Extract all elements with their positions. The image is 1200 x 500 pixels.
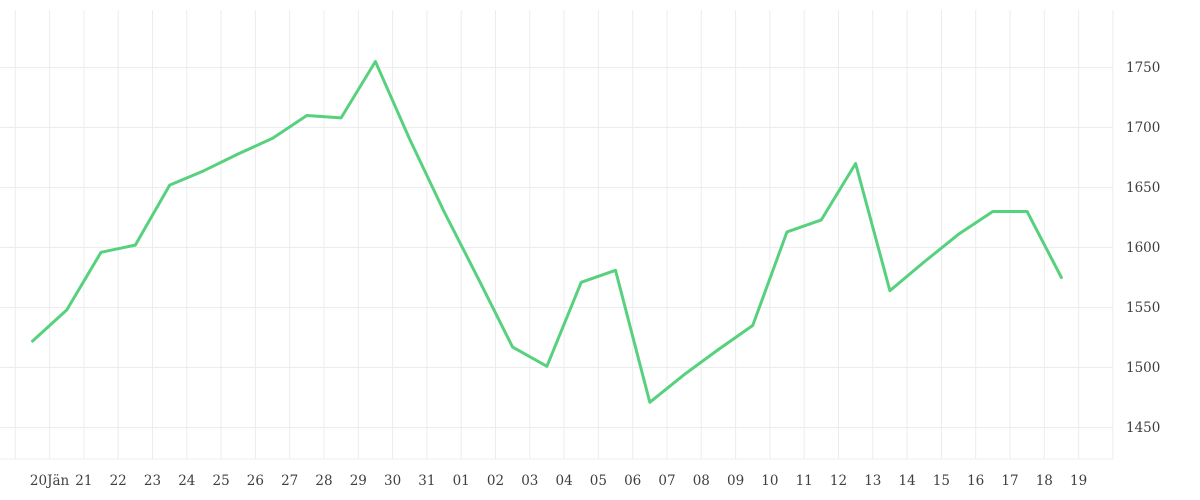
y-tick-label: 1650	[1126, 180, 1160, 196]
x-tick-label: 24	[178, 473, 195, 489]
series-line-price	[31, 60, 1063, 404]
x-tick-label: 03	[521, 473, 538, 489]
x-tick-label: 21	[75, 473, 92, 489]
x-tick-label: 23	[144, 473, 161, 489]
x-tick-label: 14	[899, 473, 916, 489]
x-tick-label: 10	[761, 473, 778, 489]
x-tick-label: 31	[418, 473, 435, 489]
price-series	[31, 60, 1063, 404]
x-tick-label: 28	[315, 473, 332, 489]
x-tick-label: 05	[590, 473, 607, 489]
x-axis-labels: 20Jän 21 22 23 24 25 26 27 28 29 30 31 01 02 03 04 05 06 0…	[30, 473, 1087, 489]
x-tick-label: 04	[556, 473, 573, 489]
x-tick-label: 20Jän	[30, 473, 70, 489]
y-tick-label: 1700	[1126, 120, 1160, 136]
x-tick-label: 30	[384, 473, 401, 489]
y-tick-label: 1500	[1126, 360, 1160, 376]
y-axis-labels: 1450 1500 1550 1600 1650 1700 1750	[1126, 60, 1160, 436]
y-tick-label: 1600	[1126, 240, 1160, 256]
x-tick-label: 15	[933, 473, 950, 489]
x-tick-label: 07	[658, 473, 675, 489]
x-tick-label: 12	[830, 473, 847, 489]
x-tick-label: 11	[796, 473, 813, 489]
x-tick-label: 06	[624, 473, 641, 489]
x-tick-label: 29	[350, 473, 367, 489]
x-tick-label: 09	[727, 473, 744, 489]
x-tick-label: 13	[864, 473, 881, 489]
x-tick-label: 22	[110, 473, 127, 489]
x-tick-label: 02	[487, 473, 504, 489]
x-tick-label: 01	[453, 473, 470, 489]
y-tick-label: 1750	[1126, 60, 1160, 76]
y-tick-label: 1450	[1126, 420, 1160, 436]
vertical-gridlines	[14, 10, 1114, 459]
x-tick-label: 17	[1001, 473, 1018, 489]
horizontal-gridlines	[0, 67, 1113, 460]
x-tick-label: 25	[213, 473, 230, 489]
x-tick-label: 08	[693, 473, 710, 489]
x-tick-label: 19	[1070, 473, 1087, 489]
x-tick-label: 26	[247, 473, 264, 489]
x-tick-label: 18	[1036, 473, 1053, 489]
y-tick-label: 1550	[1126, 300, 1160, 316]
x-tick-label: 16	[967, 473, 984, 489]
x-tick-label: 27	[281, 473, 298, 489]
